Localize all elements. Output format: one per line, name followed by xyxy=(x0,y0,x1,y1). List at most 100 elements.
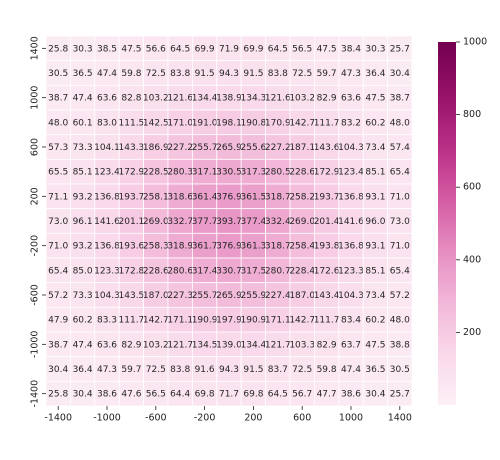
cell-label: 187.0 xyxy=(289,291,315,301)
cell-label: 111.7 xyxy=(314,316,340,326)
heatmap-cell xyxy=(118,380,144,407)
cell-label: 71.9 xyxy=(219,44,239,54)
heatmap-cell xyxy=(289,331,315,358)
heatmap-cell xyxy=(45,331,71,358)
cell-label: 265.9 xyxy=(216,291,242,301)
heatmap-cell xyxy=(362,60,389,86)
cell-label: 60.2 xyxy=(365,118,385,128)
heatmap-cell xyxy=(387,306,413,333)
heatmap-cell xyxy=(387,232,413,259)
x-tick-label: 1400 xyxy=(388,413,412,424)
cell-label: 38.7 xyxy=(48,340,68,350)
cell-label: 121.6 xyxy=(167,94,193,104)
heatmap-cell xyxy=(387,257,413,284)
heatmap-cell xyxy=(313,183,340,210)
cell-label: 193.6 xyxy=(119,242,145,252)
heatmap-cell xyxy=(216,109,242,136)
cell-label: 59.7 xyxy=(317,69,337,79)
heatmap-cell xyxy=(362,109,389,136)
cell-label: 73.0 xyxy=(390,217,410,227)
cell-label: 111.7 xyxy=(314,118,340,128)
cell-label: 123.3 xyxy=(338,266,364,276)
cell-label: 255.7 xyxy=(192,291,218,301)
cell-label: 361.4 xyxy=(192,192,218,202)
cell-label: 280.6 xyxy=(167,266,193,276)
cell-label: 258.4 xyxy=(289,242,315,252)
heatmap-cell xyxy=(94,109,120,136)
heatmap-cell xyxy=(362,134,389,160)
cell-label: 85.1 xyxy=(365,168,385,178)
heatmap-cell xyxy=(45,380,71,407)
colorbar-tick-label: 1000 xyxy=(463,37,487,48)
cell-label: 91.5 xyxy=(243,365,263,375)
cell-label: 30.4 xyxy=(73,390,93,400)
cell-label: 83.7 xyxy=(268,365,288,375)
cell-label: 96.0 xyxy=(365,217,385,227)
cell-label: 228.6 xyxy=(289,168,315,178)
cell-label: 136.8 xyxy=(338,192,364,202)
heatmap-cell xyxy=(216,232,242,259)
x-tick-label: -200 xyxy=(194,413,216,424)
cell-label: 134.5 xyxy=(192,340,218,350)
cell-label: 198.1 xyxy=(216,118,242,128)
cell-label: 93.1 xyxy=(365,242,385,252)
cell-label: 201.4 xyxy=(314,217,340,227)
cell-label: 65.4 xyxy=(390,168,410,178)
heatmap-cell xyxy=(216,306,242,333)
cell-label: 171.0 xyxy=(167,118,193,128)
cell-label: 47.5 xyxy=(365,340,385,350)
cell-label: 377.4 xyxy=(241,217,267,227)
cell-label: 172.8 xyxy=(119,266,145,276)
cell-label: 258.3 xyxy=(143,242,169,252)
heatmap-cell xyxy=(387,158,413,185)
heatmap-cell xyxy=(240,134,266,160)
heatmap-cell xyxy=(289,109,315,136)
heatmap-cell xyxy=(143,109,169,136)
cell-label: 25.8 xyxy=(48,44,68,54)
heatmap-cell xyxy=(240,331,266,358)
cell-label: 64.5 xyxy=(268,44,288,54)
cell-label: 69.9 xyxy=(243,44,263,54)
heatmap-cell xyxy=(167,109,193,136)
cell-label: 139.0 xyxy=(216,340,242,350)
cell-label: 318.7 xyxy=(265,192,291,202)
heatmap-cell xyxy=(216,60,242,86)
heatmap-cell xyxy=(191,60,218,86)
cell-label: 228.4 xyxy=(289,266,315,276)
cell-label: 269.0 xyxy=(143,217,169,227)
cell-label: 94.3 xyxy=(219,365,239,375)
cell-label: 134.4 xyxy=(192,94,218,104)
cell-label: 38.7 xyxy=(390,94,410,104)
cell-label: 72.5 xyxy=(146,365,166,375)
cell-label: 330.7 xyxy=(216,266,242,276)
heatmap-cell xyxy=(143,60,169,86)
cell-label: 38.7 xyxy=(48,94,68,104)
heatmap-cell xyxy=(216,35,242,62)
heatmap-cell xyxy=(289,380,315,407)
cell-label: 30.3 xyxy=(365,44,385,54)
cell-label: 71.1 xyxy=(48,192,68,202)
cell-label: 134.3 xyxy=(241,94,267,104)
cell-label: 36.4 xyxy=(365,69,385,79)
heatmap-cell xyxy=(289,208,315,234)
heatmap-cell xyxy=(45,306,71,333)
heatmap-cell xyxy=(118,109,144,136)
heatmap-cell xyxy=(265,282,291,308)
cell-label: 376.9 xyxy=(216,192,242,202)
cell-label: 63.6 xyxy=(97,94,117,104)
colorbar xyxy=(438,42,456,405)
heatmap-cell xyxy=(70,158,96,185)
cell-label: 228.5 xyxy=(143,168,169,178)
heatmap-cell xyxy=(313,257,340,284)
cell-label: 123.3 xyxy=(94,266,120,276)
cell-label: 83.0 xyxy=(97,118,117,128)
heatmap-cell xyxy=(338,331,364,358)
cell-label: 65.5 xyxy=(48,168,68,178)
heatmap-cell xyxy=(240,183,266,210)
cell-label: 111.5 xyxy=(119,118,145,128)
heatmap-cell xyxy=(167,60,193,86)
heatmap-cell xyxy=(387,60,413,86)
cell-label: 63.6 xyxy=(341,94,361,104)
cell-label: 65.4 xyxy=(48,266,68,276)
heatmap-cell xyxy=(338,306,364,333)
